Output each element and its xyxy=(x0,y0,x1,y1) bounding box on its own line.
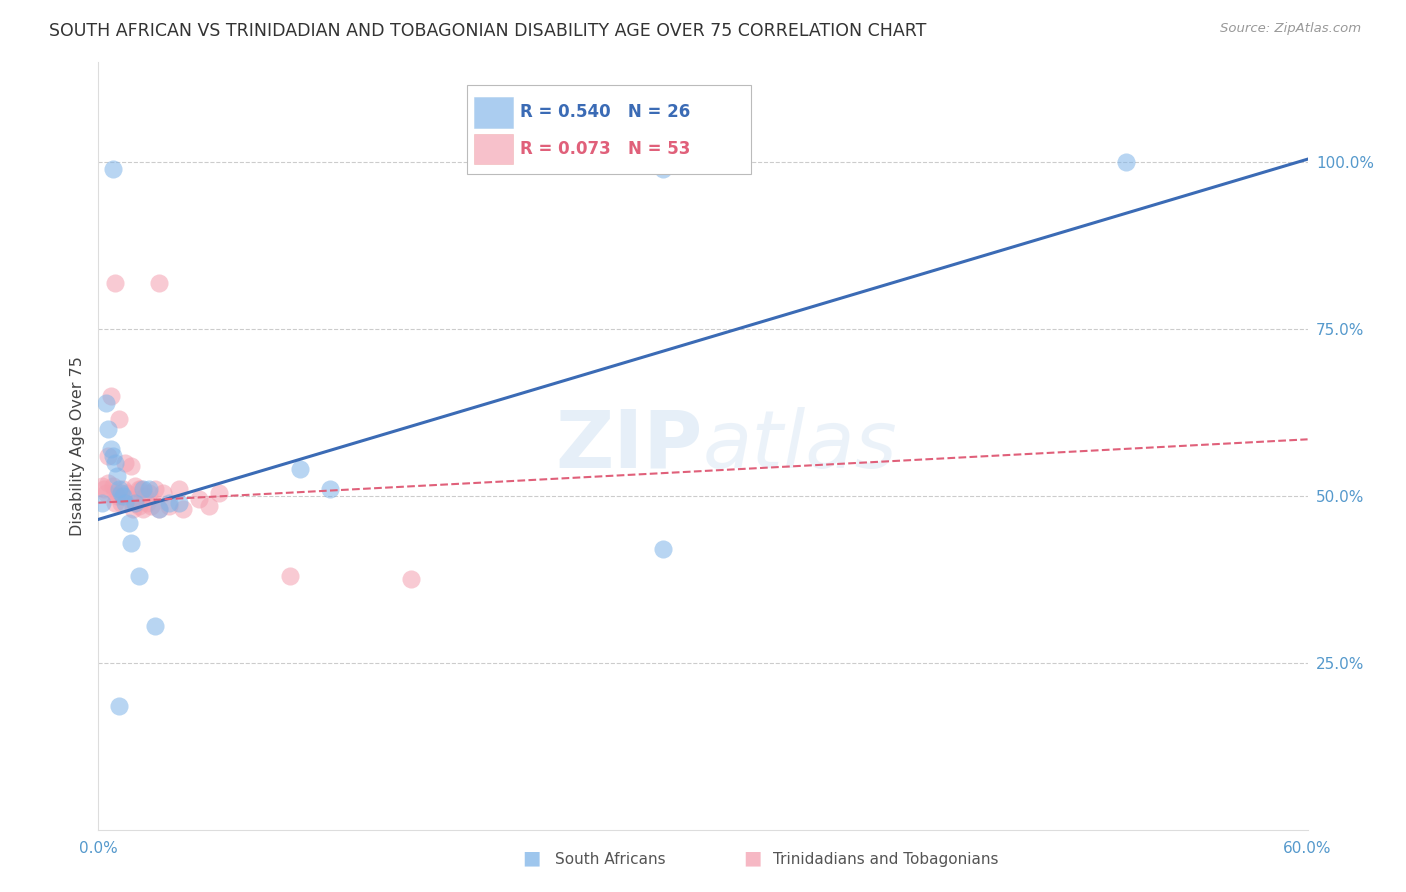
Point xyxy=(121,502,143,516)
Point xyxy=(111,483,134,497)
Point xyxy=(91,496,114,510)
Point xyxy=(103,485,125,500)
Point xyxy=(188,492,211,507)
Point xyxy=(135,496,157,510)
Point xyxy=(148,502,170,516)
Text: South Africans: South Africans xyxy=(555,852,666,867)
FancyBboxPatch shape xyxy=(467,86,751,174)
FancyBboxPatch shape xyxy=(474,134,513,164)
Text: ■: ■ xyxy=(522,848,541,867)
Point xyxy=(172,502,194,516)
Point xyxy=(138,483,160,497)
Point xyxy=(103,276,125,290)
Point xyxy=(93,483,115,497)
Point xyxy=(101,162,124,177)
Point xyxy=(100,389,122,403)
Point xyxy=(134,489,156,503)
Text: ZIP: ZIP xyxy=(555,407,703,485)
Point xyxy=(105,489,128,503)
Point xyxy=(103,496,125,510)
Text: R = 0.073   N = 53: R = 0.073 N = 53 xyxy=(520,140,690,158)
Point xyxy=(107,699,129,714)
Point xyxy=(157,499,180,513)
Point xyxy=(91,479,114,493)
Point xyxy=(103,456,125,470)
Point xyxy=(651,542,673,557)
Point xyxy=(118,492,141,507)
Text: ■: ■ xyxy=(742,848,762,867)
Point xyxy=(132,483,155,497)
Point xyxy=(143,619,166,633)
Y-axis label: Disability Age Over 75: Disability Age Over 75 xyxy=(69,356,84,536)
Point xyxy=(114,496,136,510)
Point xyxy=(124,496,146,510)
Point xyxy=(97,449,120,463)
Point xyxy=(128,483,150,497)
Point xyxy=(198,499,221,513)
Point xyxy=(105,469,128,483)
Point xyxy=(208,485,231,500)
Point xyxy=(157,496,180,510)
Point xyxy=(167,483,190,497)
Point xyxy=(132,502,155,516)
Text: R = 0.540   N = 26: R = 0.540 N = 26 xyxy=(520,103,690,121)
Point xyxy=(110,485,132,500)
Point xyxy=(138,485,160,500)
Point xyxy=(97,475,120,490)
Point xyxy=(651,162,673,177)
Point xyxy=(107,412,129,426)
Point xyxy=(1115,155,1137,169)
Point xyxy=(167,496,190,510)
Point xyxy=(118,516,141,530)
Point xyxy=(139,499,162,513)
Point xyxy=(288,462,311,476)
Text: Trinidadians and Tobagonians: Trinidadians and Tobagonians xyxy=(773,852,998,867)
Text: Source: ZipAtlas.com: Source: ZipAtlas.com xyxy=(1220,22,1361,36)
Point xyxy=(124,479,146,493)
Point xyxy=(96,395,118,409)
Text: atlas: atlas xyxy=(703,407,898,485)
Point xyxy=(107,489,129,503)
Point xyxy=(129,483,152,497)
Point xyxy=(143,483,166,497)
Point xyxy=(107,483,129,497)
Point xyxy=(152,485,174,500)
Point xyxy=(97,422,120,436)
Point xyxy=(319,483,342,497)
Point xyxy=(399,573,422,587)
Point xyxy=(128,499,150,513)
FancyBboxPatch shape xyxy=(474,97,513,128)
Point xyxy=(101,479,124,493)
Point xyxy=(278,569,301,583)
Point xyxy=(101,449,124,463)
Point xyxy=(111,489,134,503)
Point xyxy=(110,496,132,510)
Point xyxy=(100,442,122,457)
Point xyxy=(148,502,170,516)
Point xyxy=(115,485,138,500)
Point xyxy=(96,485,118,500)
Point xyxy=(120,458,142,473)
Point xyxy=(148,276,170,290)
Point xyxy=(128,569,150,583)
Point xyxy=(120,535,142,549)
Point xyxy=(114,456,136,470)
Text: SOUTH AFRICAN VS TRINIDADIAN AND TOBAGONIAN DISABILITY AGE OVER 75 CORRELATION C: SOUTH AFRICAN VS TRINIDADIAN AND TOBAGON… xyxy=(49,22,927,40)
Point xyxy=(124,496,146,510)
